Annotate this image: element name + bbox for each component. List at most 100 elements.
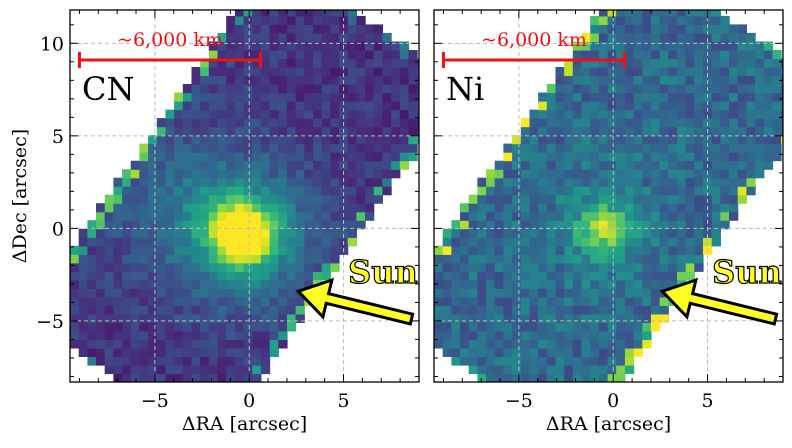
heatmap-cell <box>313 58 323 68</box>
heatmap-cell <box>234 10 245 17</box>
heatmap-cell <box>313 160 323 170</box>
heatmap-cell <box>703 32 713 42</box>
heatmap-cell <box>269 313 279 323</box>
heatmap-cell <box>365 101 375 111</box>
heatmap-cell <box>191 313 201 323</box>
heatmap-cell <box>581 279 591 289</box>
heatmap-cell <box>104 228 114 238</box>
heatmap-cell <box>104 245 114 255</box>
heatmap-cell <box>174 143 184 153</box>
heatmap-cell <box>391 169 401 179</box>
heatmap-cell <box>408 118 418 128</box>
heatmap-cell <box>122 339 132 349</box>
heatmap-cell <box>633 101 643 111</box>
heatmap-cell <box>286 245 297 255</box>
heatmap-cell <box>624 67 635 77</box>
heatmap-cell <box>633 211 643 221</box>
heatmap-cell <box>711 24 721 34</box>
heatmap-cell <box>538 118 548 128</box>
heatmap-cell <box>70 322 80 332</box>
heatmap-cell <box>148 296 158 306</box>
heatmap-cell <box>252 322 262 332</box>
heatmap-cell <box>304 279 314 289</box>
heatmap-cell <box>234 279 245 289</box>
heatmap-cell <box>234 75 245 85</box>
heatmap-cell <box>546 152 557 162</box>
heatmap-cell <box>572 177 583 187</box>
heatmap-cell <box>668 58 678 68</box>
heatmap-cell <box>434 305 444 315</box>
heatmap-cell <box>330 254 340 264</box>
heatmap-cell <box>182 237 193 247</box>
heatmap-cell <box>260 203 271 213</box>
heatmap-cell <box>685 169 695 179</box>
heatmap-cell <box>598 84 609 94</box>
heatmap-cell <box>486 347 496 357</box>
heatmap-cell <box>624 365 635 375</box>
heatmap-cell <box>486 169 496 179</box>
heatmap-cell <box>191 152 201 162</box>
heatmap-cell <box>564 347 574 357</box>
heatmap-cell <box>746 67 756 77</box>
heatmap-cell <box>677 67 687 77</box>
heatmap-cell <box>226 143 236 153</box>
heatmap-cell <box>598 50 609 60</box>
heatmap-cell <box>503 245 513 255</box>
heatmap-cell <box>365 186 375 196</box>
heatmap-cell <box>234 228 245 238</box>
heatmap-cell <box>685 228 695 238</box>
heatmap-cell <box>538 365 548 375</box>
heatmap-cell <box>460 347 470 357</box>
heatmap-cell <box>546 186 557 196</box>
heatmap-cell <box>677 228 687 238</box>
heatmap-cell <box>581 288 591 298</box>
heatmap-cell <box>191 356 201 366</box>
heatmap-cell <box>590 220 600 230</box>
heatmap-cell <box>252 186 262 196</box>
heatmap-cell <box>217 322 227 332</box>
heatmap-cell <box>217 262 227 272</box>
heatmap-cell <box>295 194 305 204</box>
heatmap-cell <box>96 262 106 272</box>
heatmap-cell <box>278 101 288 111</box>
heatmap-cell <box>200 118 210 128</box>
heatmap-cell <box>278 245 288 255</box>
heatmap-cell <box>139 296 149 306</box>
heatmap-cell <box>330 15 340 25</box>
heatmap-cell <box>703 143 713 153</box>
heatmap-cell <box>659 211 669 221</box>
heatmap-cell <box>148 330 158 340</box>
heatmap-cell <box>668 211 678 221</box>
heatmap-cell <box>572 279 583 289</box>
heatmap-cell <box>148 237 158 247</box>
heatmap-cell <box>711 32 721 42</box>
heatmap-cell <box>130 271 140 281</box>
heatmap-cell <box>382 50 392 60</box>
heatmap-cell <box>451 237 461 247</box>
heatmap-cell <box>286 220 297 230</box>
heatmap-cell <box>122 330 132 340</box>
heatmap-cell <box>668 177 678 187</box>
heatmap-cell <box>304 41 314 51</box>
heatmap-cell <box>208 373 219 382</box>
heatmap-cell <box>122 373 132 382</box>
heatmap-cell <box>104 347 114 357</box>
heatmap-cell <box>182 305 193 315</box>
heatmap-cell <box>139 220 149 230</box>
heatmap-cell <box>286 177 297 187</box>
heatmap-cell <box>208 203 219 213</box>
heatmap-cell <box>685 84 695 94</box>
heatmap-cell <box>650 237 661 247</box>
heatmap-cell <box>650 24 661 34</box>
heatmap-cell <box>763 135 774 145</box>
heatmap-cell <box>650 135 661 145</box>
heatmap-cell <box>538 322 548 332</box>
heatmap-cell <box>200 356 210 366</box>
heatmap-cell <box>659 84 669 94</box>
heatmap-cell <box>208 109 219 119</box>
heatmap-cell <box>269 41 279 51</box>
heatmap-cell <box>295 67 305 77</box>
heatmap-cell <box>330 75 340 85</box>
heatmap-cell <box>538 313 548 323</box>
heatmap-cell <box>321 254 331 264</box>
